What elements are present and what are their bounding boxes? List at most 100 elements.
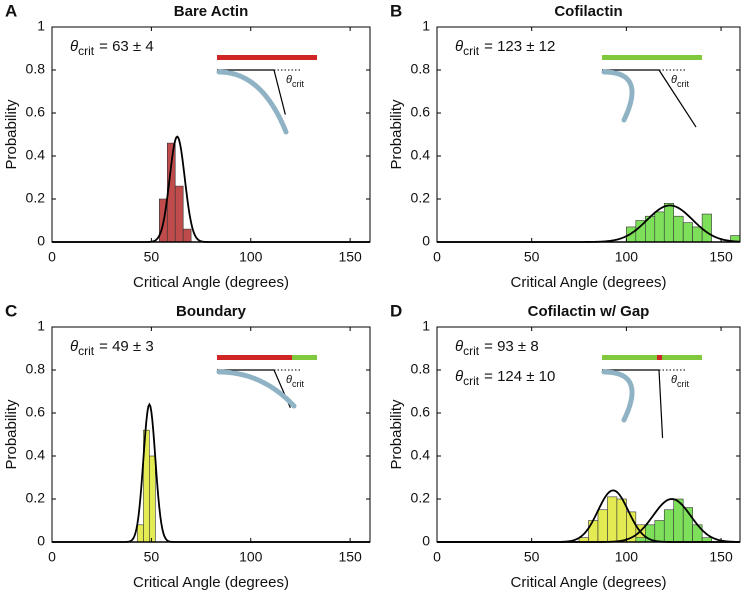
inset-bar bbox=[602, 355, 657, 360]
subscript: crit bbox=[78, 344, 95, 358]
x-tick-label: 50 bbox=[524, 549, 540, 565]
x-tick-label: 150 bbox=[709, 549, 733, 565]
axes-frame bbox=[51, 326, 371, 543]
y-tick-label: 0.4 bbox=[411, 447, 431, 463]
panel-label: C bbox=[5, 301, 17, 320]
annotation-text: = 93 ± 8 bbox=[484, 338, 539, 355]
y-tick-label: 0 bbox=[422, 533, 430, 549]
x-tick-label: 100 bbox=[615, 549, 639, 565]
histogram-bar bbox=[588, 520, 599, 543]
subscript: crit bbox=[677, 379, 689, 389]
inset-bar bbox=[662, 355, 702, 360]
y-axis-label: Probability bbox=[388, 99, 405, 170]
y-tick-label: 0.8 bbox=[26, 61, 46, 77]
x-tick-label: 50 bbox=[144, 249, 160, 265]
y-tick-label: 0 bbox=[37, 233, 45, 249]
subscript: crit bbox=[463, 374, 480, 388]
inset-label: θcrit bbox=[671, 374, 689, 389]
symbol: θ bbox=[455, 38, 463, 55]
y-tick-label: 0.2 bbox=[411, 190, 431, 206]
annotation-text: = 63 ± 4 bbox=[99, 38, 154, 55]
y-tick-label: 0.8 bbox=[26, 361, 46, 377]
plot-area bbox=[52, 327, 370, 542]
histogram-bar bbox=[682, 222, 693, 243]
x-tick-label: 100 bbox=[615, 249, 639, 265]
x-tick-label: 50 bbox=[524, 249, 540, 265]
y-axis-label: Probability bbox=[388, 399, 405, 470]
y-tick-label: 1 bbox=[37, 318, 45, 334]
x-tick-label: 50 bbox=[144, 549, 160, 565]
plot-area bbox=[437, 27, 740, 242]
panel-label: D bbox=[390, 301, 402, 320]
x-tick-label: 0 bbox=[48, 549, 56, 565]
histogram-bar bbox=[149, 455, 156, 543]
inset-filament bbox=[601, 369, 635, 423]
histogram-bar bbox=[174, 185, 184, 243]
symbol: θ bbox=[671, 374, 677, 386]
y-tick-label: 0.4 bbox=[411, 147, 431, 163]
x-tick-label: 150 bbox=[709, 249, 733, 265]
inset-bar bbox=[602, 55, 702, 60]
chart-title: Bare Actin bbox=[174, 3, 248, 20]
symbol: θ bbox=[455, 368, 463, 385]
y-tick-label: 0.6 bbox=[26, 404, 46, 420]
inset-filament bbox=[216, 69, 289, 135]
y-axis-label: Probability bbox=[3, 99, 20, 170]
inset-angle-line bbox=[658, 69, 697, 128]
chart-title: Cofilactin bbox=[554, 3, 622, 20]
y-tick-label: 0.4 bbox=[26, 147, 46, 163]
inset-label: θcrit bbox=[286, 374, 304, 389]
inset-bar bbox=[292, 355, 317, 360]
x-axis-label: Critical Angle (degrees) bbox=[133, 574, 289, 591]
histogram-bar bbox=[654, 520, 665, 543]
subscript: crit bbox=[292, 379, 304, 389]
histogram-bar bbox=[607, 496, 618, 543]
symbol: θ bbox=[286, 374, 292, 386]
y-tick-label: 0.6 bbox=[411, 404, 431, 420]
subscript: crit bbox=[463, 44, 480, 58]
inset-label: θcrit bbox=[671, 74, 689, 89]
inset-bar bbox=[217, 355, 292, 360]
subscript: crit bbox=[78, 44, 95, 58]
histogram-bar bbox=[137, 524, 144, 543]
annotation: θcrit = 49 ± 3 bbox=[70, 338, 154, 358]
histogram-bar bbox=[692, 226, 703, 243]
y-tick-label: 0.2 bbox=[411, 490, 431, 506]
inset-filament bbox=[216, 369, 297, 409]
y-tick-label: 0.2 bbox=[26, 490, 46, 506]
panel-label: B bbox=[390, 1, 402, 20]
histogram-bar bbox=[663, 509, 675, 543]
y-tick-label: 0.6 bbox=[411, 104, 431, 120]
x-axis-label: Critical Angle (degrees) bbox=[133, 274, 289, 291]
inset-filament bbox=[601, 69, 635, 123]
y-tick-label: 0.4 bbox=[26, 447, 46, 463]
y-tick-label: 0.2 bbox=[26, 190, 46, 206]
annotation-text: = 123 ± 12 bbox=[484, 38, 555, 55]
x-tick-label: 150 bbox=[338, 249, 362, 265]
panel-label: A bbox=[5, 1, 17, 20]
x-tick-label: 0 bbox=[48, 249, 56, 265]
inset-angle-line bbox=[658, 369, 664, 438]
symbol: θ bbox=[70, 38, 78, 55]
inset-angle-line bbox=[273, 69, 286, 115]
x-axis-label: Critical Angle (degrees) bbox=[511, 574, 667, 591]
x-tick-label: 150 bbox=[338, 549, 362, 565]
x-tick-label: 100 bbox=[239, 249, 263, 265]
annotation: θcrit = 63 ± 4 bbox=[70, 38, 154, 58]
histogram-bar bbox=[673, 215, 684, 243]
histogram-bar bbox=[701, 213, 712, 243]
y-tick-label: 0.8 bbox=[411, 61, 431, 77]
histogram-bar bbox=[182, 228, 192, 243]
inset-bar bbox=[217, 55, 317, 60]
y-tick-label: 1 bbox=[422, 18, 430, 34]
subscript: crit bbox=[292, 79, 304, 89]
y-axis-label: Probability bbox=[3, 399, 20, 470]
annotation: θcrit = 123 ± 12 bbox=[455, 38, 555, 58]
histogram-bar bbox=[663, 203, 675, 243]
annotation-text: = 49 ± 3 bbox=[99, 338, 154, 355]
y-tick-label: 0.8 bbox=[411, 361, 431, 377]
subscript: crit bbox=[677, 79, 689, 89]
y-tick-label: 1 bbox=[422, 318, 430, 334]
axes-frame bbox=[51, 26, 371, 243]
